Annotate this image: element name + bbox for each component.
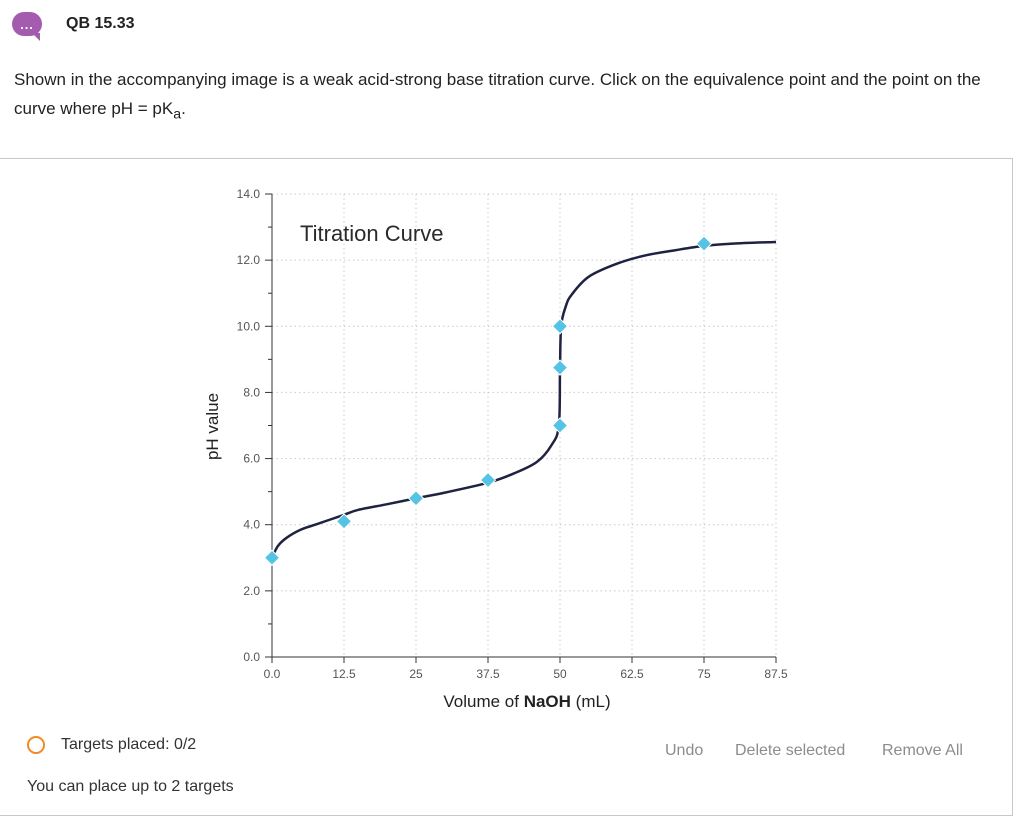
point-marker[interactable] <box>263 549 281 566</box>
y-tick-label: 12.0 <box>237 253 261 267</box>
prompt-text: Shown in the accompanying image is a wea… <box>14 70 981 118</box>
point-marker[interactable] <box>551 359 569 376</box>
point-marker[interactable] <box>407 490 425 507</box>
y-tick-label: 10.0 <box>237 319 261 333</box>
y-axis-label: pH value <box>203 393 222 460</box>
question-prompt: Shown in the accompanying image is a wea… <box>14 65 1004 129</box>
x-tick-label: 12.5 <box>332 667 356 681</box>
titration-chart[interactable]: 0.0 2.0 4.0 6.0 8.0 10.0 12.0 14.0 0.0 12.5 25 37.5… <box>0 159 1012 734</box>
x-axis-label-suffix: (mL) <box>571 692 611 711</box>
x-axis-label-bold: NaOH <box>524 692 571 711</box>
point-marker[interactable] <box>335 513 353 530</box>
graph-panel: 0.0 2.0 4.0 6.0 8.0 10.0 12.0 14.0 0.0 12.5 25 37.5… <box>0 158 1013 816</box>
x-tick-label: 50 <box>553 667 567 681</box>
y-tick-label: 6.0 <box>243 452 260 466</box>
x-axis-label: Volume of NaOH (mL) <box>443 692 610 711</box>
remove-all-button[interactable]: Remove All <box>882 742 963 759</box>
x-tick-label: 37.5 <box>476 667 500 681</box>
point-marker[interactable] <box>551 417 569 434</box>
prompt-subscript: a <box>173 106 182 123</box>
point-marker[interactable] <box>551 318 569 335</box>
y-tick-label: 0.0 <box>243 650 260 664</box>
question-header: ... QB 15.33 <box>12 9 135 41</box>
point-marker[interactable] <box>479 471 497 489</box>
x-tick-label: 87.5 <box>764 667 788 681</box>
chat-bubble-icon[interactable]: ... <box>12 12 42 41</box>
status-ring-icon <box>27 736 45 754</box>
y-tick-label: 14.0 <box>237 187 261 201</box>
targets-status: Targets placed: 0/2 <box>27 736 196 754</box>
chart-title: Titration Curve <box>300 221 443 246</box>
undo-button[interactable]: Undo <box>665 742 704 759</box>
targets-hint: You can place up to 2 targets <box>27 778 234 795</box>
x-tick-label: 0.0 <box>264 667 281 681</box>
y-tick-label: 2.0 <box>243 584 260 598</box>
delete-selected-button[interactable]: Delete selected <box>735 742 846 759</box>
x-tick-label: 75 <box>697 667 711 681</box>
x-axis-label-prefix: Volume of <box>443 692 523 711</box>
prompt-end: . <box>181 99 186 118</box>
x-tick-label: 25 <box>409 667 423 681</box>
titration-curve-line <box>270 240 777 559</box>
y-tick-label: 8.0 <box>243 385 260 399</box>
question-title: QB 15.33 <box>66 15 135 32</box>
y-tick-label: 4.0 <box>243 518 260 532</box>
targets-placed-text: Targets placed: 0/2 <box>61 736 197 753</box>
x-tick-label: 62.5 <box>620 667 644 681</box>
point-marker[interactable] <box>695 235 713 252</box>
